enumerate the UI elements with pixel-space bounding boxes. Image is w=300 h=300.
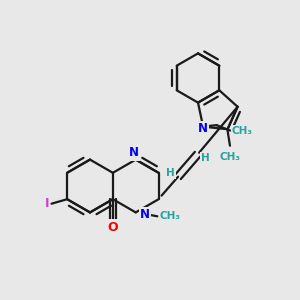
Text: N: N — [129, 146, 139, 160]
Text: CH₃: CH₃ — [220, 152, 241, 162]
Text: CH₃: CH₃ — [232, 126, 253, 136]
Text: H: H — [201, 153, 209, 163]
Text: N: N — [198, 122, 208, 135]
Text: I: I — [45, 197, 49, 210]
Text: O: O — [108, 220, 118, 234]
Text: N: N — [140, 208, 150, 221]
Text: CH₃: CH₃ — [160, 211, 181, 221]
Text: H: H — [166, 168, 175, 178]
